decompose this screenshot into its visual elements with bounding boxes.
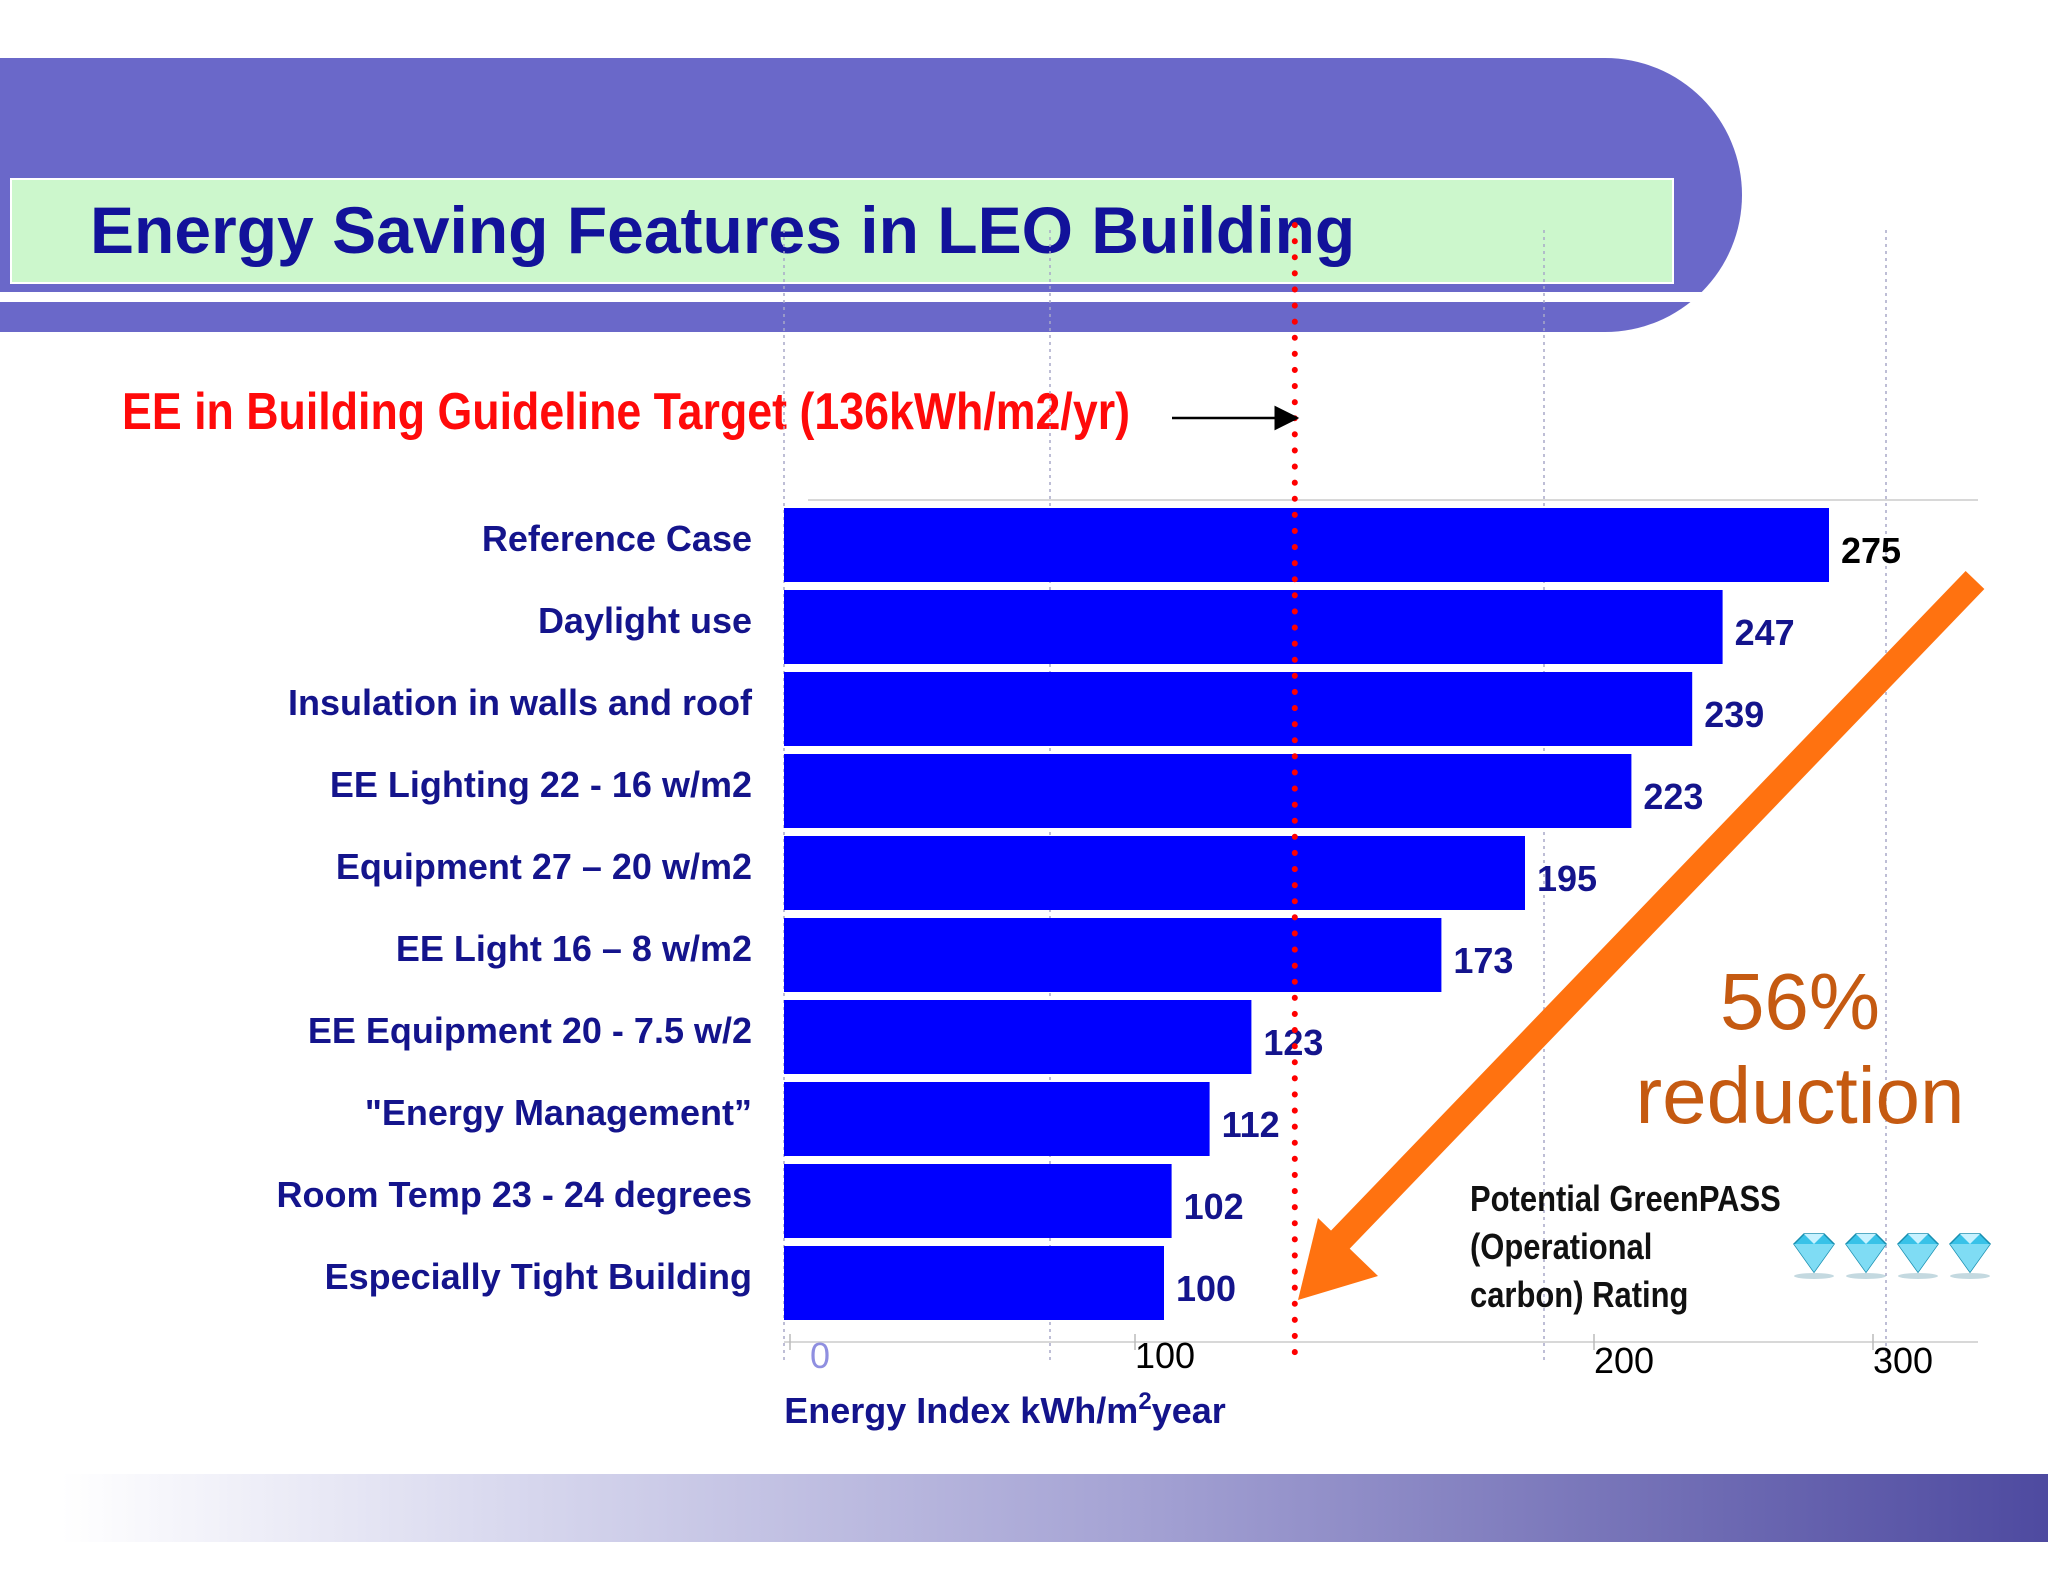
x-tick-label: 100 bbox=[1135, 1335, 1195, 1376]
category-label: Reference Case bbox=[481, 518, 752, 559]
bar bbox=[784, 672, 1693, 746]
header-divider bbox=[0, 292, 1742, 302]
reduction-word: reduction bbox=[1635, 1051, 1965, 1140]
category-label: EE Light 16 – 8 w/m2 bbox=[395, 928, 752, 969]
category-label: EE Equipment 20 - 7.5 w/2 bbox=[307, 1010, 752, 1051]
greenpass-diamond-rating bbox=[1793, 1233, 1991, 1279]
title-box bbox=[10, 178, 1674, 284]
category-label: EE Lighting 22 - 16 w/m2 bbox=[329, 764, 752, 805]
footer-gradient bbox=[0, 1474, 2048, 1542]
value-label: 239 bbox=[1704, 694, 1764, 735]
reduction-arrow-shaft bbox=[1330, 570, 1985, 1250]
category-label: Equipment 27 – 20 w/m2 bbox=[335, 846, 752, 887]
reduction-percent: 56% bbox=[1719, 957, 1881, 1046]
category-label: "Energy Management” bbox=[364, 1092, 752, 1133]
diamond-icon bbox=[1897, 1233, 1939, 1279]
reduction-arrow-head bbox=[1298, 1218, 1378, 1300]
category-label: Room Temp 23 - 24 degrees bbox=[276, 1174, 753, 1215]
diamond-icon bbox=[1793, 1233, 1835, 1279]
diamond-icon bbox=[1845, 1233, 1887, 1279]
x-axis-label: Energy Index kWh/m2year bbox=[784, 1388, 1226, 1431]
slide-title: Energy Saving Features in LEO Building bbox=[90, 193, 1356, 267]
diamond-icon bbox=[1949, 1233, 1991, 1279]
value-label: 195 bbox=[1537, 858, 1597, 899]
value-label: 112 bbox=[1222, 1104, 1280, 1145]
value-label: 102 bbox=[1184, 1186, 1244, 1227]
x-axis-ticks: 0 100 200 300 bbox=[789, 1334, 1933, 1381]
greenpass-line-2: carbon) Rating bbox=[1470, 1274, 1689, 1315]
value-label: 173 bbox=[1453, 940, 1513, 981]
grid-lines bbox=[783, 230, 1978, 1360]
greenpass-note: Potential GreenPASS (Operational carbon)… bbox=[1470, 1175, 1952, 1319]
bar bbox=[784, 1000, 1252, 1074]
x-tick-label: 300 bbox=[1873, 1340, 1933, 1381]
target-line bbox=[1172, 222, 1300, 1368]
category-label: Daylight use bbox=[537, 600, 752, 641]
value-label: 247 bbox=[1735, 612, 1795, 653]
bar bbox=[784, 754, 1632, 828]
bar bbox=[784, 918, 1442, 992]
x-tick-label: 200 bbox=[1594, 1340, 1654, 1381]
reduction-callout: 56% reduction bbox=[1600, 955, 2000, 1143]
value-label: 100 bbox=[1176, 1268, 1236, 1309]
bar bbox=[784, 1246, 1164, 1320]
greenpass-line-1: Potential GreenPASS (Operational bbox=[1470, 1178, 1781, 1267]
target-note: EE in Building Guideline Target (136kWh/… bbox=[122, 383, 1131, 441]
bar bbox=[784, 1164, 1172, 1238]
category-label: Insulation in walls and roof bbox=[287, 682, 752, 723]
x-tick-label: 0 bbox=[810, 1335, 830, 1376]
bar bbox=[784, 1082, 1210, 1156]
category-label: Especially Tight Building bbox=[324, 1256, 752, 1297]
reduction-arrow bbox=[1298, 570, 1985, 1300]
value-label: 223 bbox=[1643, 776, 1703, 817]
bars bbox=[784, 508, 1829, 1320]
bar bbox=[784, 836, 1525, 910]
bar bbox=[784, 508, 1829, 582]
value-label: 275 bbox=[1841, 530, 1901, 571]
bar bbox=[784, 590, 1723, 664]
